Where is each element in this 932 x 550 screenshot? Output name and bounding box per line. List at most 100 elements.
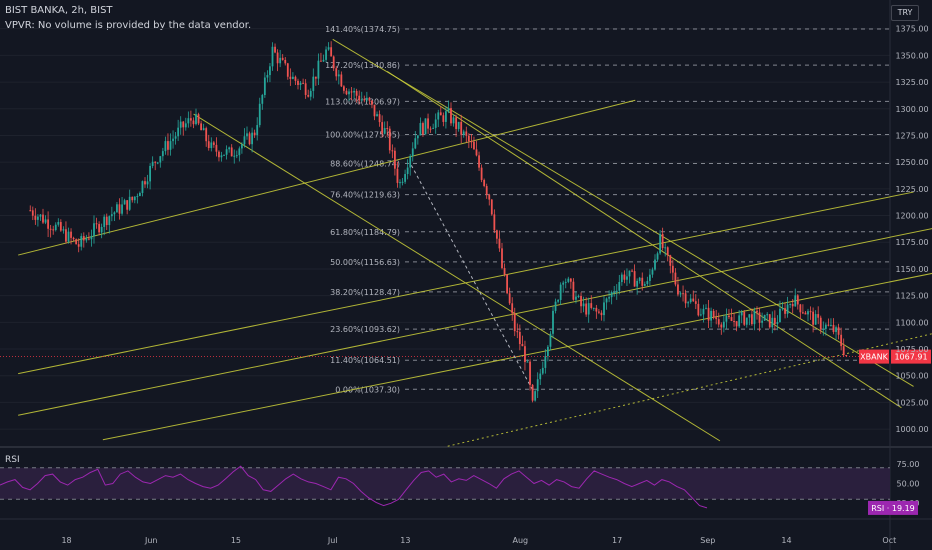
candle-body <box>381 122 384 134</box>
symbol-title[interactable]: BIST BANKA, 2h, BIST <box>5 5 113 16</box>
candle-body <box>587 303 590 315</box>
candle-body <box>506 274 508 294</box>
candle-body <box>562 282 565 285</box>
candle-body <box>190 118 192 121</box>
candle-body <box>47 219 49 229</box>
candle-body <box>623 274 626 280</box>
candle-body <box>827 324 830 326</box>
candle-body <box>628 270 631 277</box>
candle-body <box>151 161 154 166</box>
candle-body <box>633 271 636 287</box>
candle-body <box>768 314 771 328</box>
candle-body <box>569 278 572 282</box>
candle-body <box>643 284 646 286</box>
candle-body <box>75 239 78 245</box>
candle-body <box>116 204 118 213</box>
candle-body <box>817 314 820 318</box>
candle-body <box>34 215 37 220</box>
candle-body <box>791 303 794 307</box>
candle-body <box>307 94 310 97</box>
candle-body <box>429 128 432 130</box>
candle-body <box>238 148 241 156</box>
candle-body <box>314 76 317 79</box>
candle-body <box>118 204 121 214</box>
candle-body <box>766 314 769 316</box>
descending-channel-line <box>332 38 914 387</box>
candle-body <box>360 99 363 101</box>
candle-body <box>325 49 327 60</box>
candle-body <box>728 315 730 318</box>
candle-body <box>722 321 725 328</box>
candle-body <box>172 138 174 142</box>
candle-body <box>824 324 827 329</box>
candle-body <box>207 141 210 149</box>
candle-body <box>590 303 593 308</box>
candle-body <box>29 210 32 212</box>
candle-body <box>541 367 544 374</box>
candle-body <box>547 346 549 357</box>
candle-body <box>442 115 445 122</box>
candle-body <box>776 322 779 324</box>
candle-body <box>337 74 340 77</box>
candle-body <box>684 293 687 304</box>
candle-body <box>694 301 697 304</box>
candle-body <box>671 265 674 273</box>
candle-body <box>169 141 172 150</box>
candle-body <box>62 229 65 231</box>
candle-body <box>592 307 595 309</box>
candle-body <box>513 313 516 332</box>
currency-badge[interactable]: TRY <box>891 5 919 21</box>
candle-body <box>725 315 728 322</box>
fib-level-label: 88.60%(1248.74) <box>330 160 400 169</box>
descending-channel-line <box>386 70 902 409</box>
candle-body <box>457 121 460 129</box>
candle-body <box>682 293 684 295</box>
candle-body <box>531 384 534 401</box>
candle-body <box>383 128 386 134</box>
candle-body <box>794 295 797 307</box>
candle-body <box>327 47 330 50</box>
candle-body <box>274 46 276 53</box>
candle-body <box>93 223 95 237</box>
candle-body <box>80 236 83 247</box>
candle-body <box>230 147 233 157</box>
fib-level-label: 61.80%(1184.79) <box>330 228 400 237</box>
candle-body <box>610 292 613 298</box>
candle-body <box>702 308 705 315</box>
rsi-value-tag-bg <box>868 500 918 515</box>
time-axis-tick: Jul <box>327 536 338 545</box>
candle-body <box>302 82 304 84</box>
candle-body <box>536 379 539 392</box>
candle-body <box>618 282 621 291</box>
candle-body <box>205 128 208 142</box>
candle-body <box>373 104 376 117</box>
candle-body <box>90 236 93 240</box>
candle-body <box>503 268 506 275</box>
candle-body <box>809 311 812 313</box>
candle-body <box>717 319 720 325</box>
rsi-value-label: RSI · 19.19 <box>871 504 915 513</box>
symbol-tag: XBANK <box>860 353 888 362</box>
price-axis-tick: 1025.00 <box>895 398 928 407</box>
candle-body <box>687 302 690 304</box>
candle-body <box>615 290 618 292</box>
candle-body <box>424 118 427 135</box>
candle-body <box>67 231 70 242</box>
candle-body <box>812 311 814 325</box>
candle-body <box>223 154 225 156</box>
candle-body <box>144 181 146 185</box>
candle-body <box>483 179 486 187</box>
candle-body <box>498 238 501 249</box>
candle-body <box>388 128 391 151</box>
fib-level-label: 127.20%(1340.86) <box>325 61 400 70</box>
candle-body <box>835 327 837 332</box>
dotted-support-line <box>447 333 932 447</box>
candle-body <box>161 151 164 157</box>
candle-body <box>575 296 577 300</box>
candle-body <box>31 210 34 216</box>
candle-body <box>432 127 435 129</box>
candle-body <box>297 80 299 85</box>
candle-body <box>368 97 371 101</box>
rsi-line <box>0 465 708 509</box>
